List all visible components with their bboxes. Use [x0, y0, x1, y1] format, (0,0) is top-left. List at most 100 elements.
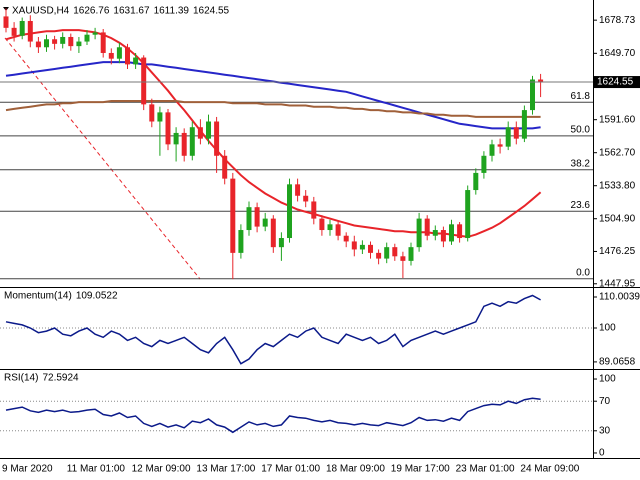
- candle-body: [432, 230, 438, 236]
- x-tick-label: 24 Mar 09:00: [520, 464, 579, 475]
- y-tick-label: 70: [599, 396, 611, 407]
- candle-body: [141, 57, 147, 105]
- candle-body: [530, 79, 535, 111]
- candle-body: [108, 52, 114, 59]
- x-tick-label: 11 Mar 01:00: [67, 464, 126, 475]
- candle-body: [538, 79, 544, 83]
- candle-body: [44, 39, 49, 48]
- candle-body: [327, 224, 333, 231]
- y-tick-label: 1533.80: [599, 180, 636, 191]
- candle-body: [440, 230, 446, 242]
- candle-body: [222, 155, 228, 179]
- y-tick-label: 30: [599, 425, 611, 436]
- price-tag-label: 1624.55: [597, 77, 634, 88]
- candle-body: [149, 104, 155, 122]
- candle-body: [3, 16, 9, 28]
- y-tick-label: 1678.73: [599, 15, 636, 26]
- candle-body: [246, 207, 252, 231]
- candle-body: [295, 184, 301, 196]
- x-tick-label: 13 Mar 17:00: [196, 464, 255, 475]
- candle-body: [384, 247, 390, 259]
- fib-level-label: 61.8: [571, 91, 591, 102]
- ohlc-value: 1631.67: [113, 6, 150, 17]
- candle-body: [173, 132, 179, 145]
- indicator-line: [5, 397, 541, 434]
- y-tick-label: 1447.95: [599, 278, 636, 289]
- candle-body: [513, 127, 519, 139]
- x-tick-label: 23 Mar 01:00: [456, 464, 515, 475]
- candle-body: [165, 112, 171, 145]
- candle-body: [489, 144, 495, 156]
- candle-body: [157, 112, 163, 122]
- candle-body: [400, 256, 406, 261]
- candle-body: [359, 244, 365, 250]
- fib-trend-line: [4, 37, 201, 280]
- candle-body: [254, 207, 260, 227]
- candle-body: [497, 144, 503, 147]
- x-tick-label: 9 Mar 2020: [2, 464, 53, 475]
- candle-body: [392, 247, 398, 257]
- ohlc-value: 1626.76: [73, 6, 110, 17]
- candle-body: [319, 218, 325, 231]
- y-tick-label: 1562.70: [599, 147, 636, 158]
- y-tick-label: 1476.25: [599, 246, 636, 257]
- indicator-value: 109.0522: [76, 291, 118, 302]
- candle-body: [416, 218, 422, 248]
- candle-body: [125, 47, 130, 65]
- candle-body: [311, 201, 317, 219]
- fib-level-label: 38.2: [571, 158, 591, 169]
- y-tick-label: 1591.60: [599, 114, 636, 125]
- moving-average: [5, 100, 541, 118]
- candle-body: [68, 36, 74, 47]
- candle-body: [116, 47, 122, 59]
- candle-body: [351, 241, 357, 250]
- candle-body: [521, 110, 527, 139]
- candle-body: [238, 230, 244, 253]
- ohlc-value: 1611.39: [154, 6, 190, 17]
- candle-body: [197, 127, 203, 139]
- candle-body: [214, 121, 220, 156]
- candle-body: [465, 190, 471, 239]
- fib-level-label: 23.6: [571, 200, 591, 211]
- fib-level-label: 0.0: [576, 267, 590, 278]
- candle-body: [27, 20, 33, 42]
- x-tick-label: 18 Mar 09:00: [326, 464, 385, 475]
- indicator-line: [5, 294, 541, 365]
- frame: [0, 0, 640, 459]
- candle-body: [270, 218, 276, 248]
- candle-body: [181, 132, 187, 156]
- candle-body: [100, 32, 106, 53]
- x-tick-label: 19 Mar 17:00: [391, 464, 450, 475]
- candle-body: [408, 247, 414, 261]
- candle-body: [133, 57, 139, 65]
- candle-body: [52, 39, 58, 44]
- candle-body: [368, 244, 373, 253]
- y-tick-label: 110.0039: [599, 292, 640, 303]
- candle-body: [206, 121, 211, 139]
- candle-body: [449, 224, 454, 242]
- y-tick-label: 89.0658: [599, 357, 636, 368]
- indicator-value: 72.5924: [42, 373, 79, 384]
- y-tick-label: 100: [599, 374, 616, 385]
- candle-body: [189, 127, 195, 156]
- price-tag: [594, 76, 640, 89]
- candle-body: [19, 20, 25, 36]
- candle-body: [287, 184, 292, 239]
- x-tick-label: 12 Mar 09:00: [132, 464, 191, 475]
- candle-body: [424, 218, 430, 236]
- candle-body: [35, 41, 41, 48]
- y-tick-label: 0: [599, 448, 605, 459]
- candle-body: [230, 178, 236, 253]
- y-tick-label: 100: [599, 323, 616, 334]
- candle-body: [457, 224, 463, 239]
- candle-body: [92, 32, 98, 35]
- candle-body: [376, 252, 382, 259]
- candle-body: [303, 195, 309, 202]
- candle-body: [505, 127, 511, 147]
- candle-body: [11, 27, 17, 36]
- candle-body: [473, 172, 479, 191]
- candle-body: [335, 224, 341, 236]
- candle-body: [60, 36, 66, 44]
